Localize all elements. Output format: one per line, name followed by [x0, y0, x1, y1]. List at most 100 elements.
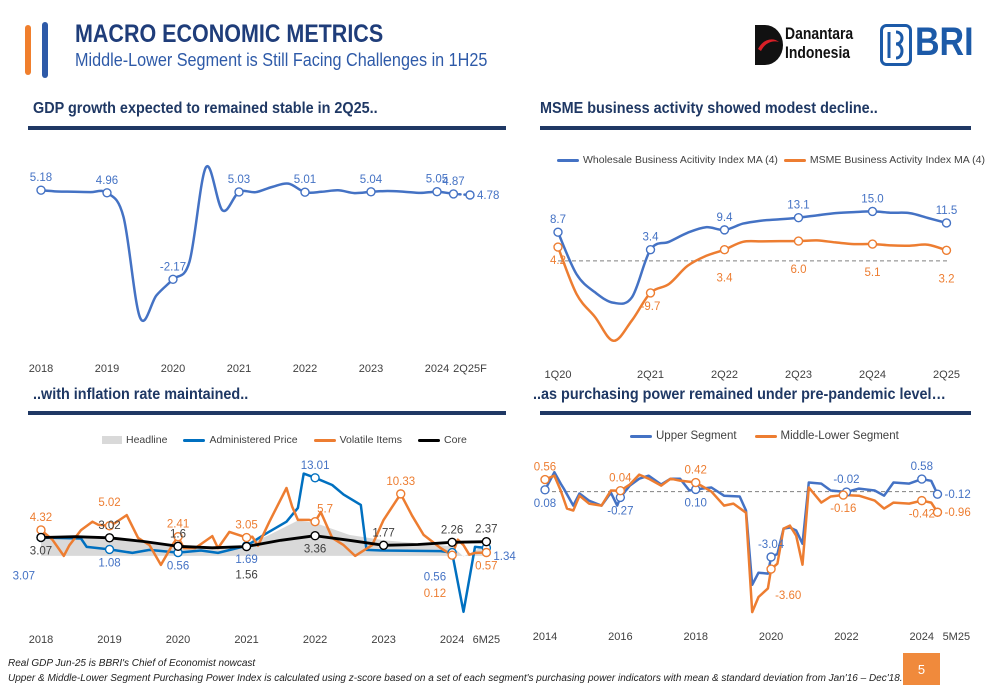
msme-business-activity-index-ma-4--marker	[941, 245, 952, 256]
series-0-data-label: 4.96	[96, 175, 118, 187]
legend-label-administered: Administered Price	[209, 434, 298, 446]
msme-business-activity-index-ma-4--marker	[719, 244, 730, 255]
core-data-label: 1.6	[170, 528, 186, 540]
legend-label-upper: Upper Segment	[656, 430, 737, 442]
upper-segment-data-label: 0.08	[534, 498, 556, 510]
middle-lower-segment-marker	[540, 474, 550, 485]
x-tick-label: 2021	[227, 363, 251, 375]
series-0-data-label: 5.05	[426, 174, 448, 186]
legend-swatch-administered	[183, 438, 206, 442]
msme-business-activity-index-ma-4--marker	[867, 239, 878, 249]
wholesale-business-acitivity-index-ma-4--marker	[645, 244, 656, 255]
danantara-emblem-icon	[755, 25, 783, 65]
x-tick-label: 2Q24	[859, 369, 886, 381]
upper-segment-data-label: 0.10	[685, 497, 707, 509]
core-data-label: 1.77	[372, 527, 394, 539]
msme-business-activity-index-ma-4--line	[556, 239, 948, 343]
legend-label-volatile: Volatile Items	[339, 434, 403, 446]
x-tick-label: 2019	[95, 363, 119, 375]
danantara-logo: Danantara Indonesia	[755, 24, 875, 66]
page-subtitle: Middle-Lower Segment is Still Facing Cha…	[75, 50, 488, 70]
x-tick-label: 2019	[97, 634, 121, 646]
core-marker	[36, 532, 46, 543]
x-tick-label: 2014	[533, 631, 557, 643]
administered-price-marker	[104, 544, 115, 555]
core-data-label: 3.36	[304, 544, 326, 556]
x-tick-label: 2Q23	[785, 369, 812, 381]
upper-segment-data-label: 0.58	[911, 461, 933, 473]
series-1-marker	[465, 190, 475, 200]
x-tick-label: 2Q25	[933, 369, 960, 381]
chart-0: 2018 2019 2020 2021 2022 2023 2024 2Q25F 5.18 4.9…	[29, 165, 499, 375]
footnote-gdp: Real GDP Jun-25 is BBRI's Chief of Econo…	[8, 658, 256, 669]
middle-lower-segment-data-label: -0.96	[945, 507, 971, 519]
x-tick-label: 2024	[440, 634, 464, 646]
volatile-items-data-label: 0.12	[424, 588, 446, 600]
administered-price-data-label: 1.08	[98, 557, 120, 569]
middle-lower-segment-marker	[691, 477, 701, 488]
page-number: 5	[903, 653, 940, 685]
wholesale-business-acitivity-index-ma-4--marker	[941, 218, 952, 228]
bri-logo: BRI	[880, 20, 980, 68]
middle-lower-segment-line	[543, 473, 939, 614]
inflation-legend: Headline Administered Price Volatile Ite…	[102, 434, 467, 446]
gdp-divider	[28, 126, 506, 130]
msme-business-activity-index-ma-4--data-label: -9.7	[641, 301, 661, 313]
upper-segment-line	[543, 470, 939, 587]
volatile-items-marker	[104, 521, 115, 531]
x-tick-label: 2018	[29, 363, 53, 375]
core-data-label: 3.02	[98, 520, 120, 532]
volatile-items-data-label: 3.05	[235, 520, 257, 532]
msme-divider	[540, 126, 971, 130]
middle-lower-segment-marker	[932, 507, 943, 517]
volatile-items-data-label: 10.33	[386, 476, 415, 488]
msme-business-activity-index-ma-4--data-label: 5.1	[865, 267, 881, 279]
wholesale-business-acitivity-index-ma-4--marker	[793, 212, 804, 223]
msme-business-activity-index-ma-4--data-label: 4.2	[550, 255, 566, 267]
series-0-data-label: 4.87	[442, 176, 464, 188]
legend-swatch-headline	[102, 436, 122, 444]
core-marker	[310, 531, 320, 541]
x-tick-label: 2023	[371, 634, 395, 646]
volatile-items-marker	[173, 531, 183, 542]
core-marker	[378, 540, 389, 550]
x-tick-label: 2Q25F	[453, 363, 487, 375]
legend-swatch-middle-lower	[754, 434, 777, 438]
middle-lower-segment-data-label: -3.60	[775, 590, 801, 602]
footnote-purchasing-power: Upper & Middle-Lower Segment Purchasing …	[8, 673, 903, 684]
msme-heading: MSME business activity showed modest dec…	[540, 100, 878, 117]
msme-legend: Wholesale Business Acitivity Index MA (4…	[557, 154, 985, 166]
legend-swatch-volatile	[313, 438, 336, 442]
headline-area	[41, 520, 487, 557]
wholesale-business-acitivity-index-ma-4--data-label: 11.5	[936, 205, 958, 217]
middle-lower-segment-marker	[838, 490, 848, 500]
x-tick-label: 2Q21	[637, 369, 664, 381]
upper-segment-marker	[917, 474, 927, 484]
series-0-marker	[102, 188, 112, 198]
x-tick-label: 2016	[608, 631, 632, 643]
accent-bar-blue	[42, 22, 48, 78]
middle-lower-segment-marker	[615, 486, 626, 496]
chart-3: 2014 2016 2018 2020 2022 2024 5M25 0.08 -0.27 0.1…	[533, 461, 971, 643]
middle-lower-segment-data-label: -0.16	[830, 503, 856, 515]
administered-price-data-label: 13.01	[301, 460, 330, 472]
volatile-items-marker	[447, 550, 457, 560]
series-0-marker	[168, 274, 178, 284]
core-marker	[241, 541, 252, 552]
x-tick-label: 2Q22	[711, 369, 738, 381]
x-tick-label: 2024	[910, 631, 934, 643]
series-0-data-label: 5.01	[294, 174, 316, 186]
series-1-data-label: 4.78	[477, 190, 499, 202]
x-tick-label: 2020	[166, 634, 190, 646]
inflation-divider	[28, 411, 506, 415]
page-title: MACRO ECONOMIC METRICS	[75, 20, 384, 48]
x-tick-label: 2022	[834, 631, 858, 643]
series-0-data-label: -2.17	[160, 261, 186, 273]
core-line	[39, 534, 488, 550]
legend-swatch-core	[418, 438, 441, 442]
series-0-marker	[366, 187, 376, 197]
core-data-label: 2.37	[475, 524, 497, 536]
series-0-line	[39, 165, 455, 322]
x-tick-label: 2022	[303, 634, 327, 646]
